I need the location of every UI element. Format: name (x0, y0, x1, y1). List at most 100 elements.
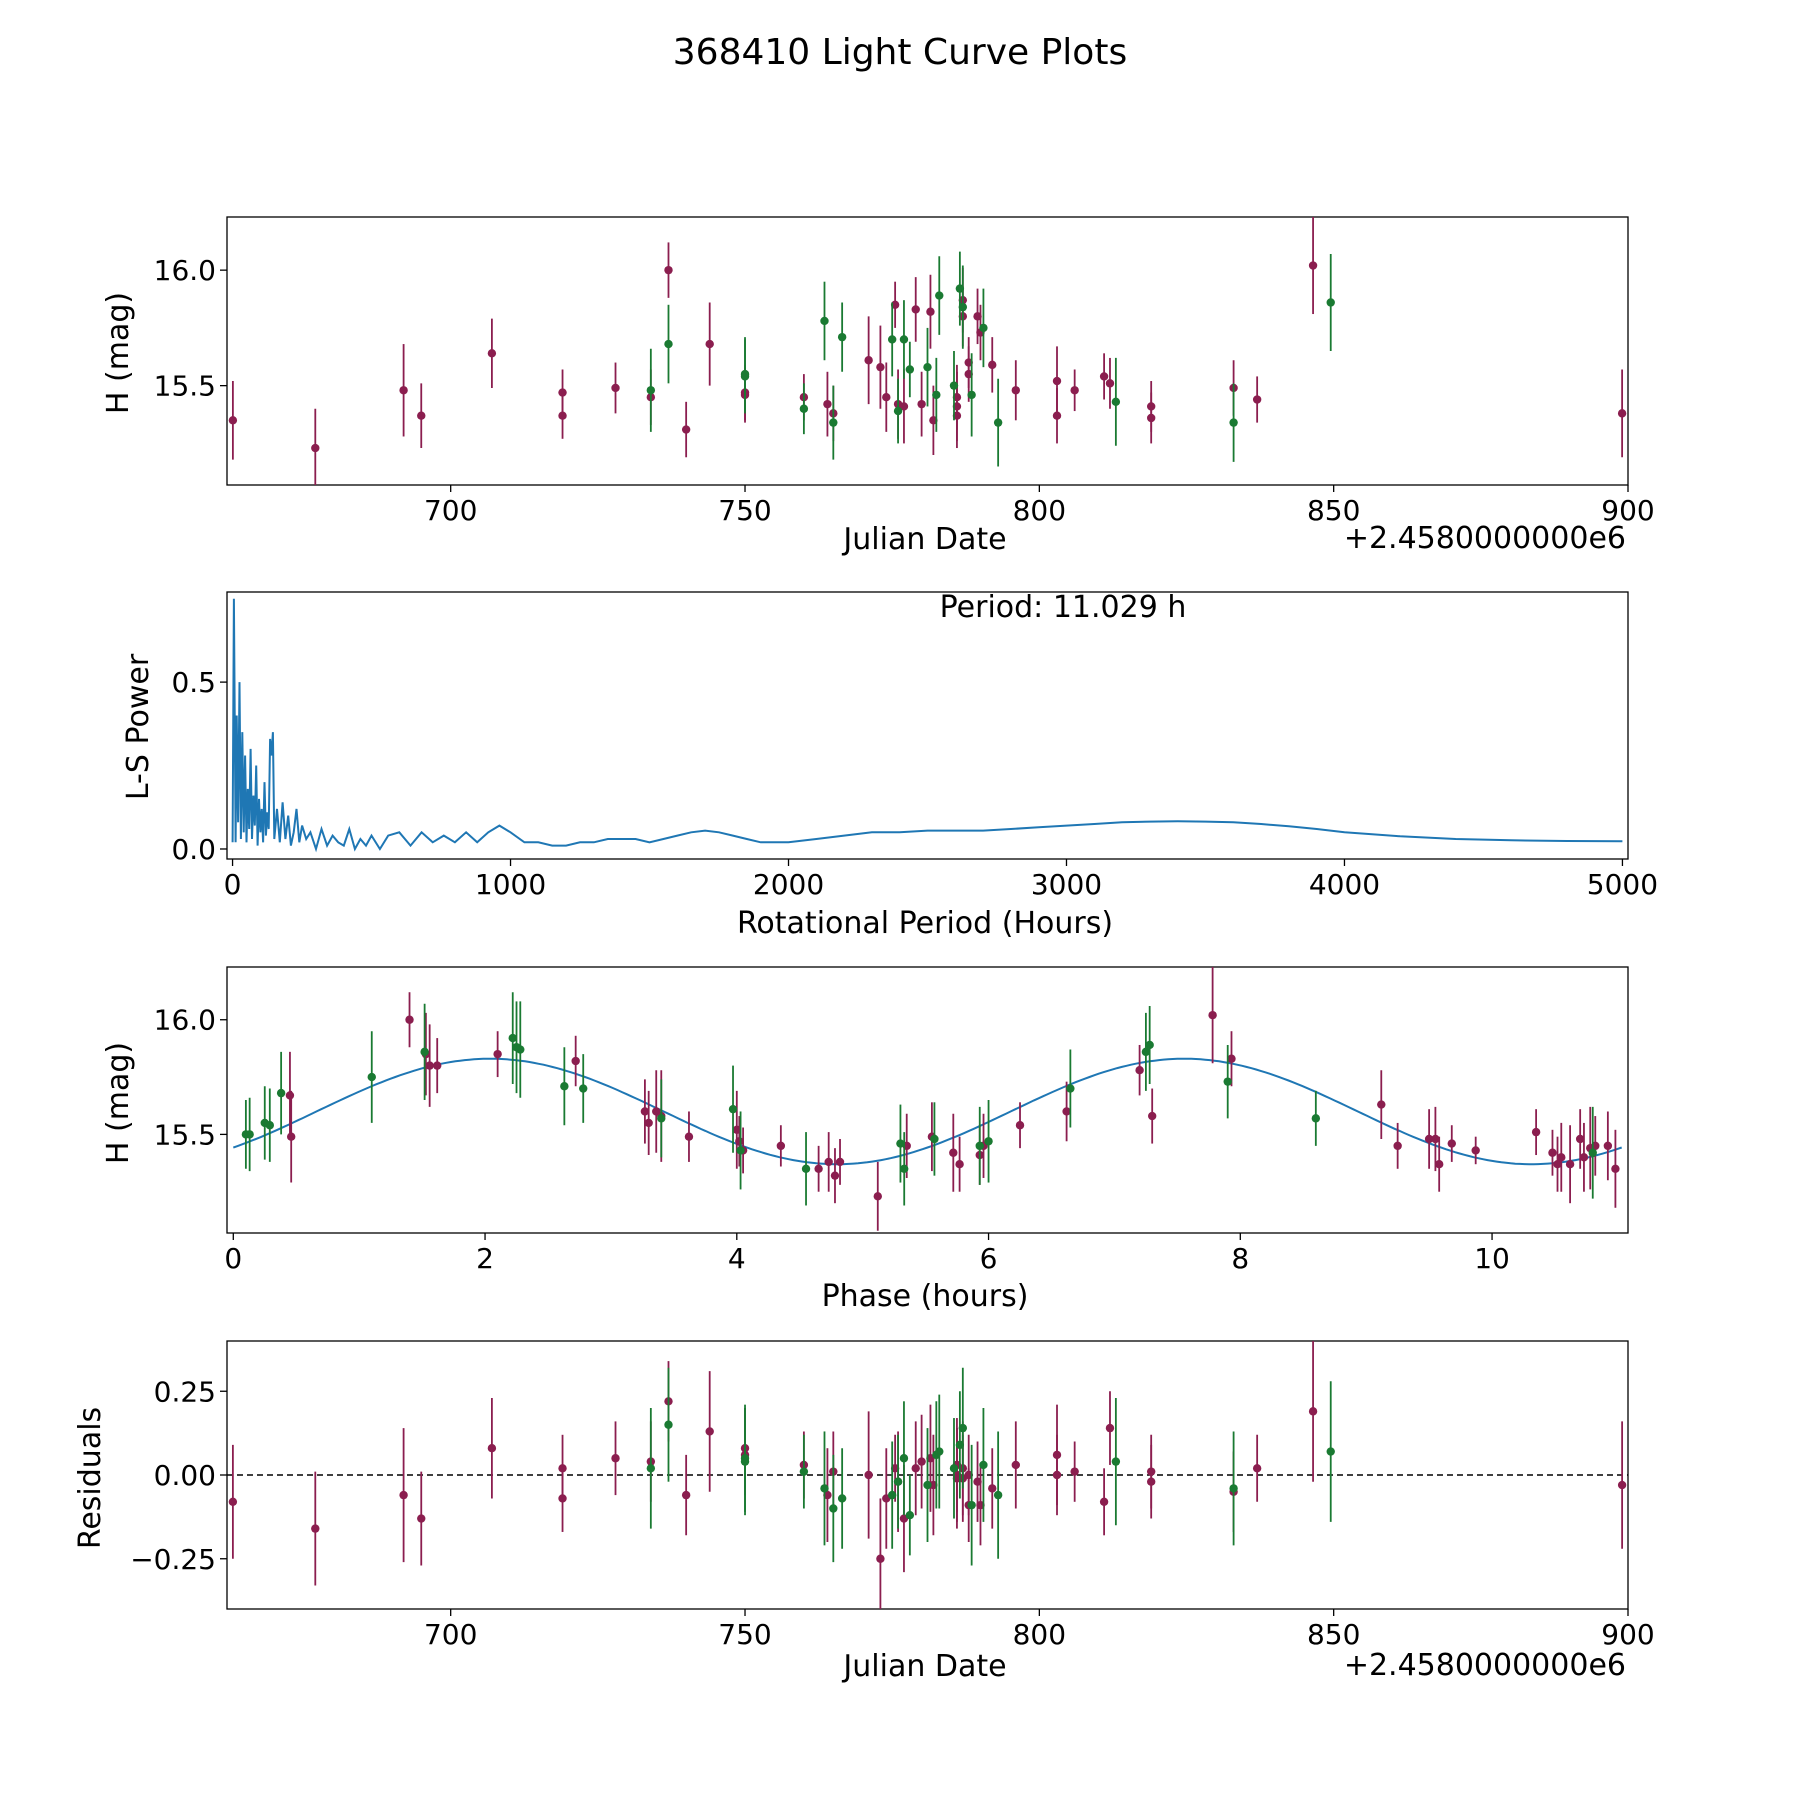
phase-point-g (579, 1084, 588, 1093)
lc-point-g (932, 390, 941, 400)
phase-point-r (1575, 1134, 1585, 1144)
lc-point-g (893, 406, 903, 416)
phase-ytick-label: 16.0 (154, 1004, 216, 1037)
lc-xtick-label: 750 (718, 494, 771, 527)
phase-point-r (835, 1157, 845, 1167)
resid-point-g (1326, 1447, 1335, 1456)
lc-xtick-label: 700 (424, 494, 477, 527)
resid-point-r (611, 1454, 620, 1463)
phase-xtick-label: 4 (728, 1242, 746, 1275)
phase-point-g (930, 1134, 939, 1144)
ls-ylabel: L-S Power (121, 653, 156, 800)
resid-point-r (487, 1444, 497, 1453)
phase-point-r (776, 1141, 786, 1151)
resid-point-r (1011, 1460, 1020, 1470)
lc-point-r (911, 305, 920, 314)
phase-point-r (1531, 1127, 1541, 1137)
phase-point-r (1227, 1054, 1236, 1063)
resid-point-r (417, 1514, 426, 1523)
lc-point-r (1146, 413, 1156, 423)
lc-xtick-label: 850 (1307, 494, 1360, 527)
ls-xtick-label: 2000 (753, 868, 824, 901)
resid-point-r (705, 1427, 714, 1436)
phase-xlabel: Phase (hours) (822, 1279, 1029, 1314)
phase-point-r (949, 1148, 958, 1157)
resid-point-g (949, 1464, 959, 1473)
lc-point-r (823, 399, 832, 409)
phase-ytick-label: 15.5 (154, 1118, 216, 1151)
lc-point-r (1308, 261, 1318, 270)
lc-point-g (664, 339, 673, 349)
resid-xlabel: Julian Date (841, 1649, 1006, 1684)
phase-point-g (367, 1072, 376, 1082)
resid-point-r (876, 1554, 885, 1563)
resid-offset-label: +2.4580000000e6 (1344, 1648, 1626, 1683)
phase-point-r (1377, 1100, 1386, 1109)
lc-point-r (1052, 411, 1062, 420)
resid-point-r (911, 1464, 920, 1473)
resid-ytick-label: 0.00 (154, 1459, 216, 1492)
ls-period-annotation: Period: 11.029 h (940, 590, 1187, 625)
lc-point-r (1105, 379, 1115, 388)
resid-xtick-label: 700 (424, 1618, 477, 1651)
phase-point-r (1431, 1134, 1440, 1144)
ls-plot-area (231, 598, 1623, 853)
phase-point-g (245, 1130, 254, 1139)
lc-point-r (399, 386, 408, 395)
phase-point-r (1557, 1153, 1566, 1162)
resid-point-r (988, 1484, 997, 1493)
resid-point-g (829, 1504, 838, 1513)
lc-point-r (1252, 395, 1262, 404)
lc-point-g (935, 291, 944, 300)
lc-point-g (993, 418, 1003, 427)
resid-point-r (558, 1494, 567, 1503)
resid-point-g (664, 1420, 673, 1429)
phase-point-g (508, 1033, 517, 1043)
resid-point-r (1052, 1470, 1062, 1480)
lc-point-r (558, 388, 567, 397)
lc-point-r (876, 362, 885, 372)
resid-point-r (917, 1457, 926, 1466)
phase-point-g (1588, 1148, 1597, 1157)
lc-point-r (864, 356, 873, 365)
lc-point-r (681, 425, 691, 434)
lc-ylabel: H (mag) (101, 292, 136, 414)
lc-point-g (979, 323, 988, 333)
figure-title: 368410 Light Curve Plots (673, 32, 1127, 73)
panel-phased-curve: H (mag) Phase (hours) 0 2 4 6 8 10 15.5 16.0 (101, 966, 1629, 1314)
lc-point-g (923, 362, 932, 372)
lc-point-g (949, 381, 959, 390)
lc-point-g (899, 335, 909, 344)
resid-point-g (740, 1454, 750, 1463)
resid-point-r (1308, 1407, 1318, 1416)
phase-point-r (1471, 1146, 1480, 1155)
phase-ylabel: H (mag) (101, 1042, 136, 1164)
resid-point-g (820, 1484, 829, 1493)
phase-plot-area (232, 967, 1623, 1231)
ls-plot-frame (226, 591, 1629, 860)
phase-point-g (1311, 1114, 1321, 1123)
panel-periodogram: L-S Power Rotational Period (Hours) Peri… (121, 590, 1658, 941)
lc-point-r (1070, 386, 1079, 395)
lc-point-r (882, 393, 891, 402)
phase-point-g (1223, 1077, 1232, 1086)
phase-point-r (1015, 1121, 1025, 1130)
resid-xtick-label: 900 (1601, 1618, 1654, 1651)
lc-offset-label: +2.4580000000e6 (1344, 521, 1626, 556)
phase-point-r (1434, 1160, 1444, 1169)
resid-point-g (923, 1480, 932, 1490)
phase-point-r (830, 1171, 840, 1180)
lc-point-g (740, 369, 750, 379)
phase-point-g (657, 1114, 666, 1123)
lc-point-g (837, 332, 847, 342)
resid-point-g (887, 1490, 897, 1500)
phase-point-g (801, 1164, 811, 1173)
phase-point-r (571, 1056, 580, 1066)
lc-point-g (820, 316, 829, 326)
lc-point-g (829, 418, 838, 427)
phase-point-r (285, 1091, 295, 1100)
resid-point-r (864, 1470, 873, 1480)
phase-point-g (984, 1137, 993, 1146)
lc-point-r (1052, 376, 1062, 386)
